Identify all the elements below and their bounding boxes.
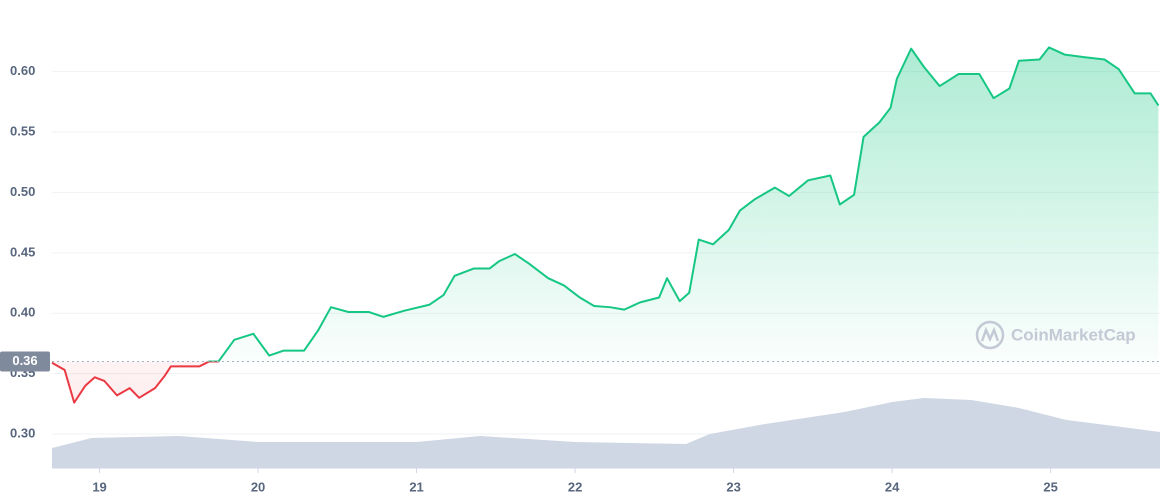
volume-layer — [52, 398, 1160, 468]
y-tick-label: 0.55 — [10, 123, 35, 138]
volume-area — [52, 398, 1160, 468]
x-tick-label: 20 — [251, 479, 265, 494]
x-tick-label: 21 — [409, 479, 423, 494]
watermark-logo — [975, 320, 1005, 350]
x-tick-label: 19 — [92, 479, 106, 494]
y-tick-label: 0.45 — [10, 244, 35, 259]
price-area — [52, 47, 1159, 403]
y-tick-label: 0.30 — [10, 425, 35, 440]
y-tick-label: 0.60 — [10, 63, 35, 78]
x-tick-label: 25 — [1043, 479, 1057, 494]
x-tick-label: 24 — [885, 479, 900, 494]
baseline-badge — [0, 351, 50, 372]
y-tick-label: 0.40 — [10, 305, 35, 320]
price-layer — [51, 46, 1160, 404]
price-line — [51, 46, 1160, 404]
watermark: CoinMarketCap — [1011, 325, 1136, 344]
y-tick-label: 0.50 — [10, 184, 35, 199]
x-tick-label: 22 — [568, 479, 582, 494]
watermark-logo-m — [980, 326, 1000, 343]
baseline-label: 0.36 — [12, 353, 37, 368]
x-tick-label: 23 — [726, 479, 740, 494]
